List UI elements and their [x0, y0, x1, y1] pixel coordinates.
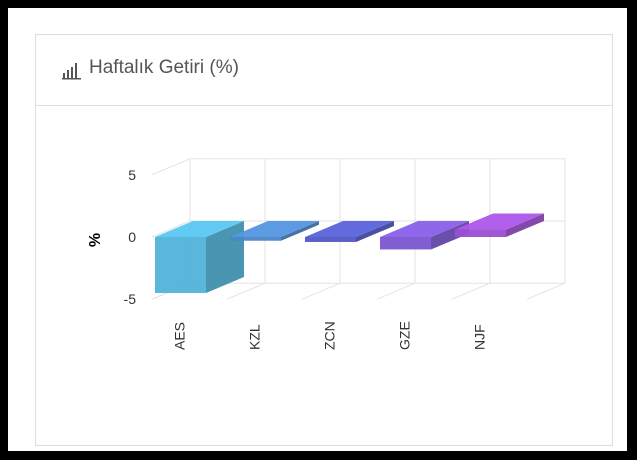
y-tick-label: -5	[124, 291, 137, 307]
bar-front	[230, 237, 281, 241]
bar-front	[455, 229, 506, 237]
y-tick-label: 0	[128, 229, 136, 245]
bar-top	[305, 221, 394, 237]
y-tick-label: 5	[128, 167, 136, 183]
bar-top	[455, 213, 544, 230]
bar-top	[380, 221, 469, 237]
bar-njf	[455, 213, 544, 237]
bar-top	[155, 221, 244, 237]
x-tick-label: NJF	[472, 324, 488, 350]
grid-floor-diagonal	[301, 282, 341, 300]
bar-front	[380, 237, 431, 250]
grid-floor-diagonal	[526, 282, 566, 300]
bar-front	[155, 237, 206, 293]
bar-chart-icon	[62, 63, 81, 80]
x-tick-label: ZCN	[322, 321, 338, 350]
bar-top	[230, 221, 319, 237]
bar-aes	[155, 221, 244, 293]
bar-kzl	[230, 221, 319, 241]
grid-floor-diagonal	[376, 282, 416, 300]
panel-title: Haftalık Getiri (%)	[89, 57, 239, 78]
x-tick-label: GZE	[397, 321, 413, 350]
bar-front	[305, 237, 356, 242]
panel-header: Haftalık Getiri (%)	[36, 35, 612, 106]
chart-svg: 5 0 -5% AES KZL ZCN GZE NJF	[87, 158, 566, 350]
bar-side	[281, 221, 319, 241]
x-tick-label: AES	[172, 322, 188, 350]
bar-side	[506, 213, 544, 237]
grid-floor-line	[151, 158, 191, 176]
chart-frame: Haftalık Getiri (%) 5 0 -5% AES KZL ZCN GZE NJF	[8, 8, 627, 451]
grid-floor-line	[151, 220, 191, 238]
grid-floor-diagonal	[226, 282, 266, 300]
x-tick-label: KZL	[247, 324, 263, 350]
bar-zcn	[305, 221, 394, 242]
bar-side	[356, 221, 394, 242]
y-axis-label: %	[87, 233, 104, 247]
grid-floor-diagonal	[451, 282, 491, 300]
